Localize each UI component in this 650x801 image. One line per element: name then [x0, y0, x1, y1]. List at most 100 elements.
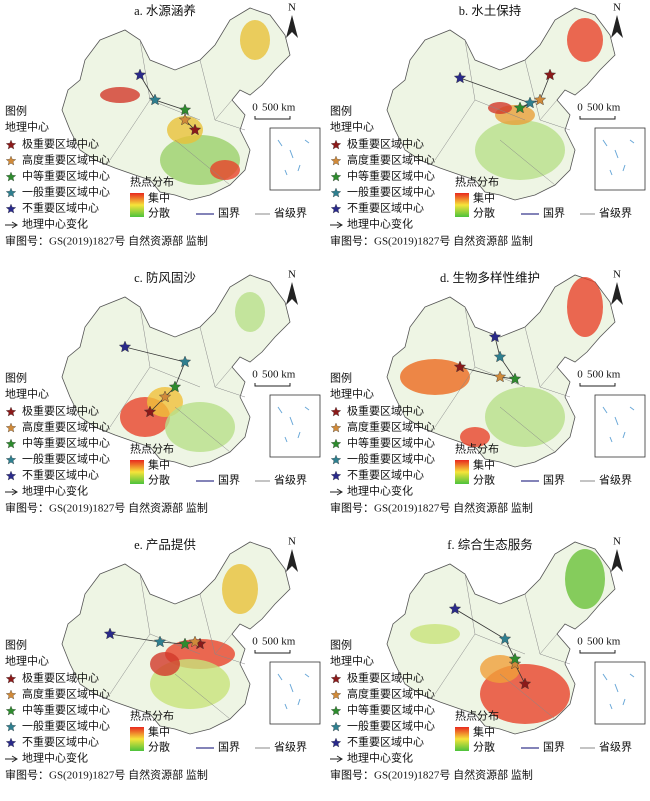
- legend-item: 极重要区域中心: [347, 137, 424, 151]
- panel-title: c. 防风固沙: [134, 270, 196, 285]
- legend-change: 地理中心变化: [347, 217, 413, 231]
- hotspot-area: [475, 120, 565, 180]
- scale-zero: 0: [252, 636, 258, 648]
- center-star: [518, 677, 532, 690]
- hotspot-high: 集中: [148, 725, 170, 739]
- legend-star: [5, 689, 17, 700]
- legend-star: [330, 689, 342, 700]
- hotspot-area: [100, 87, 140, 103]
- center-star: [168, 380, 182, 393]
- north-label: N: [288, 269, 296, 281]
- legend-item: 中等重要区域中心: [347, 169, 435, 183]
- legend-star: [5, 187, 17, 198]
- scale-bar: [579, 383, 616, 387]
- legend-arrow: [330, 755, 343, 763]
- legend-item: 中等重要区域中心: [22, 703, 110, 717]
- legend-change: 地理中心变化: [22, 217, 88, 231]
- hotspot-area: [167, 116, 203, 144]
- legend-arrow: [5, 488, 18, 496]
- map-panel: c. 防风固沙 N 0 500 km 图例地理中心极重要区域中心高度重要区域中心中等重要…: [5, 269, 321, 515]
- legend-arrow: [5, 221, 18, 229]
- north-arrow: [286, 549, 298, 572]
- center-star: [448, 602, 462, 615]
- hotspot-low: 分散: [473, 473, 495, 487]
- legend-change: 地理中心变化: [347, 484, 413, 498]
- center-star: [158, 390, 172, 403]
- hotspot-area: [400, 359, 470, 395]
- legend-subtitle: 地理中心: [5, 121, 49, 134]
- scale-bar: [579, 116, 616, 120]
- hotspot-area: [565, 549, 605, 609]
- inset-islands: [277, 406, 310, 443]
- provincial-border-label: 省级界: [274, 207, 307, 220]
- inset-islands: [602, 139, 635, 176]
- legend-subtitle: 地理中心: [330, 388, 374, 401]
- hotspot-title: 热点分布: [455, 710, 499, 723]
- legend-title: 图例: [330, 638, 352, 652]
- legend-item: 高度重要区域中心: [347, 420, 435, 434]
- legend-item: 高度重要区域中心: [347, 687, 435, 701]
- legend-star: [330, 737, 342, 748]
- national-border-label: 国界: [218, 474, 240, 487]
- center-star: [453, 360, 467, 373]
- south-sea-inset: [269, 661, 321, 725]
- scale-bar: [254, 383, 291, 387]
- scale-length: 500 km: [262, 369, 296, 381]
- map-panel: b. 水土保持 N 0 500 km 图例地理中心极重要区域中心高度重要区域中心中等重要…: [330, 2, 646, 248]
- legend-item: 一般重要区域中心: [22, 185, 110, 199]
- hotspot-area: [488, 102, 512, 114]
- center-star: [543, 68, 557, 81]
- legend-star: [330, 438, 342, 449]
- provincial-border-label: 省级界: [599, 207, 632, 220]
- national-border-label: 国界: [543, 474, 565, 487]
- center-star: [513, 101, 527, 114]
- scale-length: 500 km: [262, 102, 296, 114]
- hotspot-title: 热点分布: [455, 443, 499, 456]
- center-star: [453, 71, 467, 84]
- legend-star: [330, 406, 342, 417]
- legend-item: 高度重要区域中心: [347, 153, 435, 167]
- center-star: [148, 93, 162, 106]
- legend-star: [5, 454, 17, 465]
- legend-item: 一般重要区域中心: [347, 185, 435, 199]
- legend-item: 不重要区域中心: [347, 201, 424, 215]
- scale-bar: [579, 650, 616, 654]
- center-star: [493, 350, 507, 363]
- legend-item: 不重要区域中心: [22, 468, 99, 482]
- legend-item: 中等重要区域中心: [22, 169, 110, 183]
- hotspot-low: 分散: [473, 206, 495, 220]
- hotspot-low: 分散: [148, 740, 170, 754]
- center-star: [103, 627, 117, 640]
- legend-arrow: [5, 755, 18, 763]
- legend-item: 极重要区域中心: [347, 671, 424, 685]
- legend-item: 一般重要区域中心: [347, 719, 435, 733]
- center-star: [533, 93, 547, 106]
- center-star: [178, 113, 192, 126]
- approval-number: 审图号：GS(2019)1827号 自然资源部 监制: [5, 234, 208, 248]
- panel-title: b. 水土保持: [459, 3, 522, 18]
- center-star: [493, 370, 507, 383]
- hotspot-area: [147, 387, 183, 417]
- approval-number: 审图号：GS(2019)1827号 自然资源部 监制: [5, 501, 208, 515]
- legend-star: [330, 721, 342, 732]
- legend-item: 极重要区域中心: [22, 671, 99, 685]
- legend-change: 地理中心变化: [22, 484, 88, 498]
- legend-star: [330, 673, 342, 684]
- legend-item: 极重要区域中心: [22, 137, 99, 151]
- south-sea-inset: [594, 127, 646, 191]
- north-label: N: [613, 2, 621, 14]
- hotspot-high: 集中: [473, 725, 495, 739]
- scale-zero: 0: [577, 369, 583, 381]
- legend-star: [330, 171, 342, 182]
- legend-title: 图例: [5, 638, 27, 652]
- hotspot-high: 集中: [148, 458, 170, 472]
- center-star: [143, 405, 157, 418]
- scale-length: 500 km: [262, 636, 296, 648]
- national-border-label: 国界: [543, 207, 565, 220]
- legend-star: [330, 705, 342, 716]
- provincial-border-label: 省级界: [274, 741, 307, 754]
- legend-title: 图例: [330, 371, 352, 385]
- map-panel: d. 生物多样性维护 N 0 500 km 图例地理中心极重要区域中心高度重要区域中心中…: [330, 269, 646, 515]
- legend-item: 极重要区域中心: [347, 404, 424, 418]
- hotspot-gradient: [130, 460, 144, 484]
